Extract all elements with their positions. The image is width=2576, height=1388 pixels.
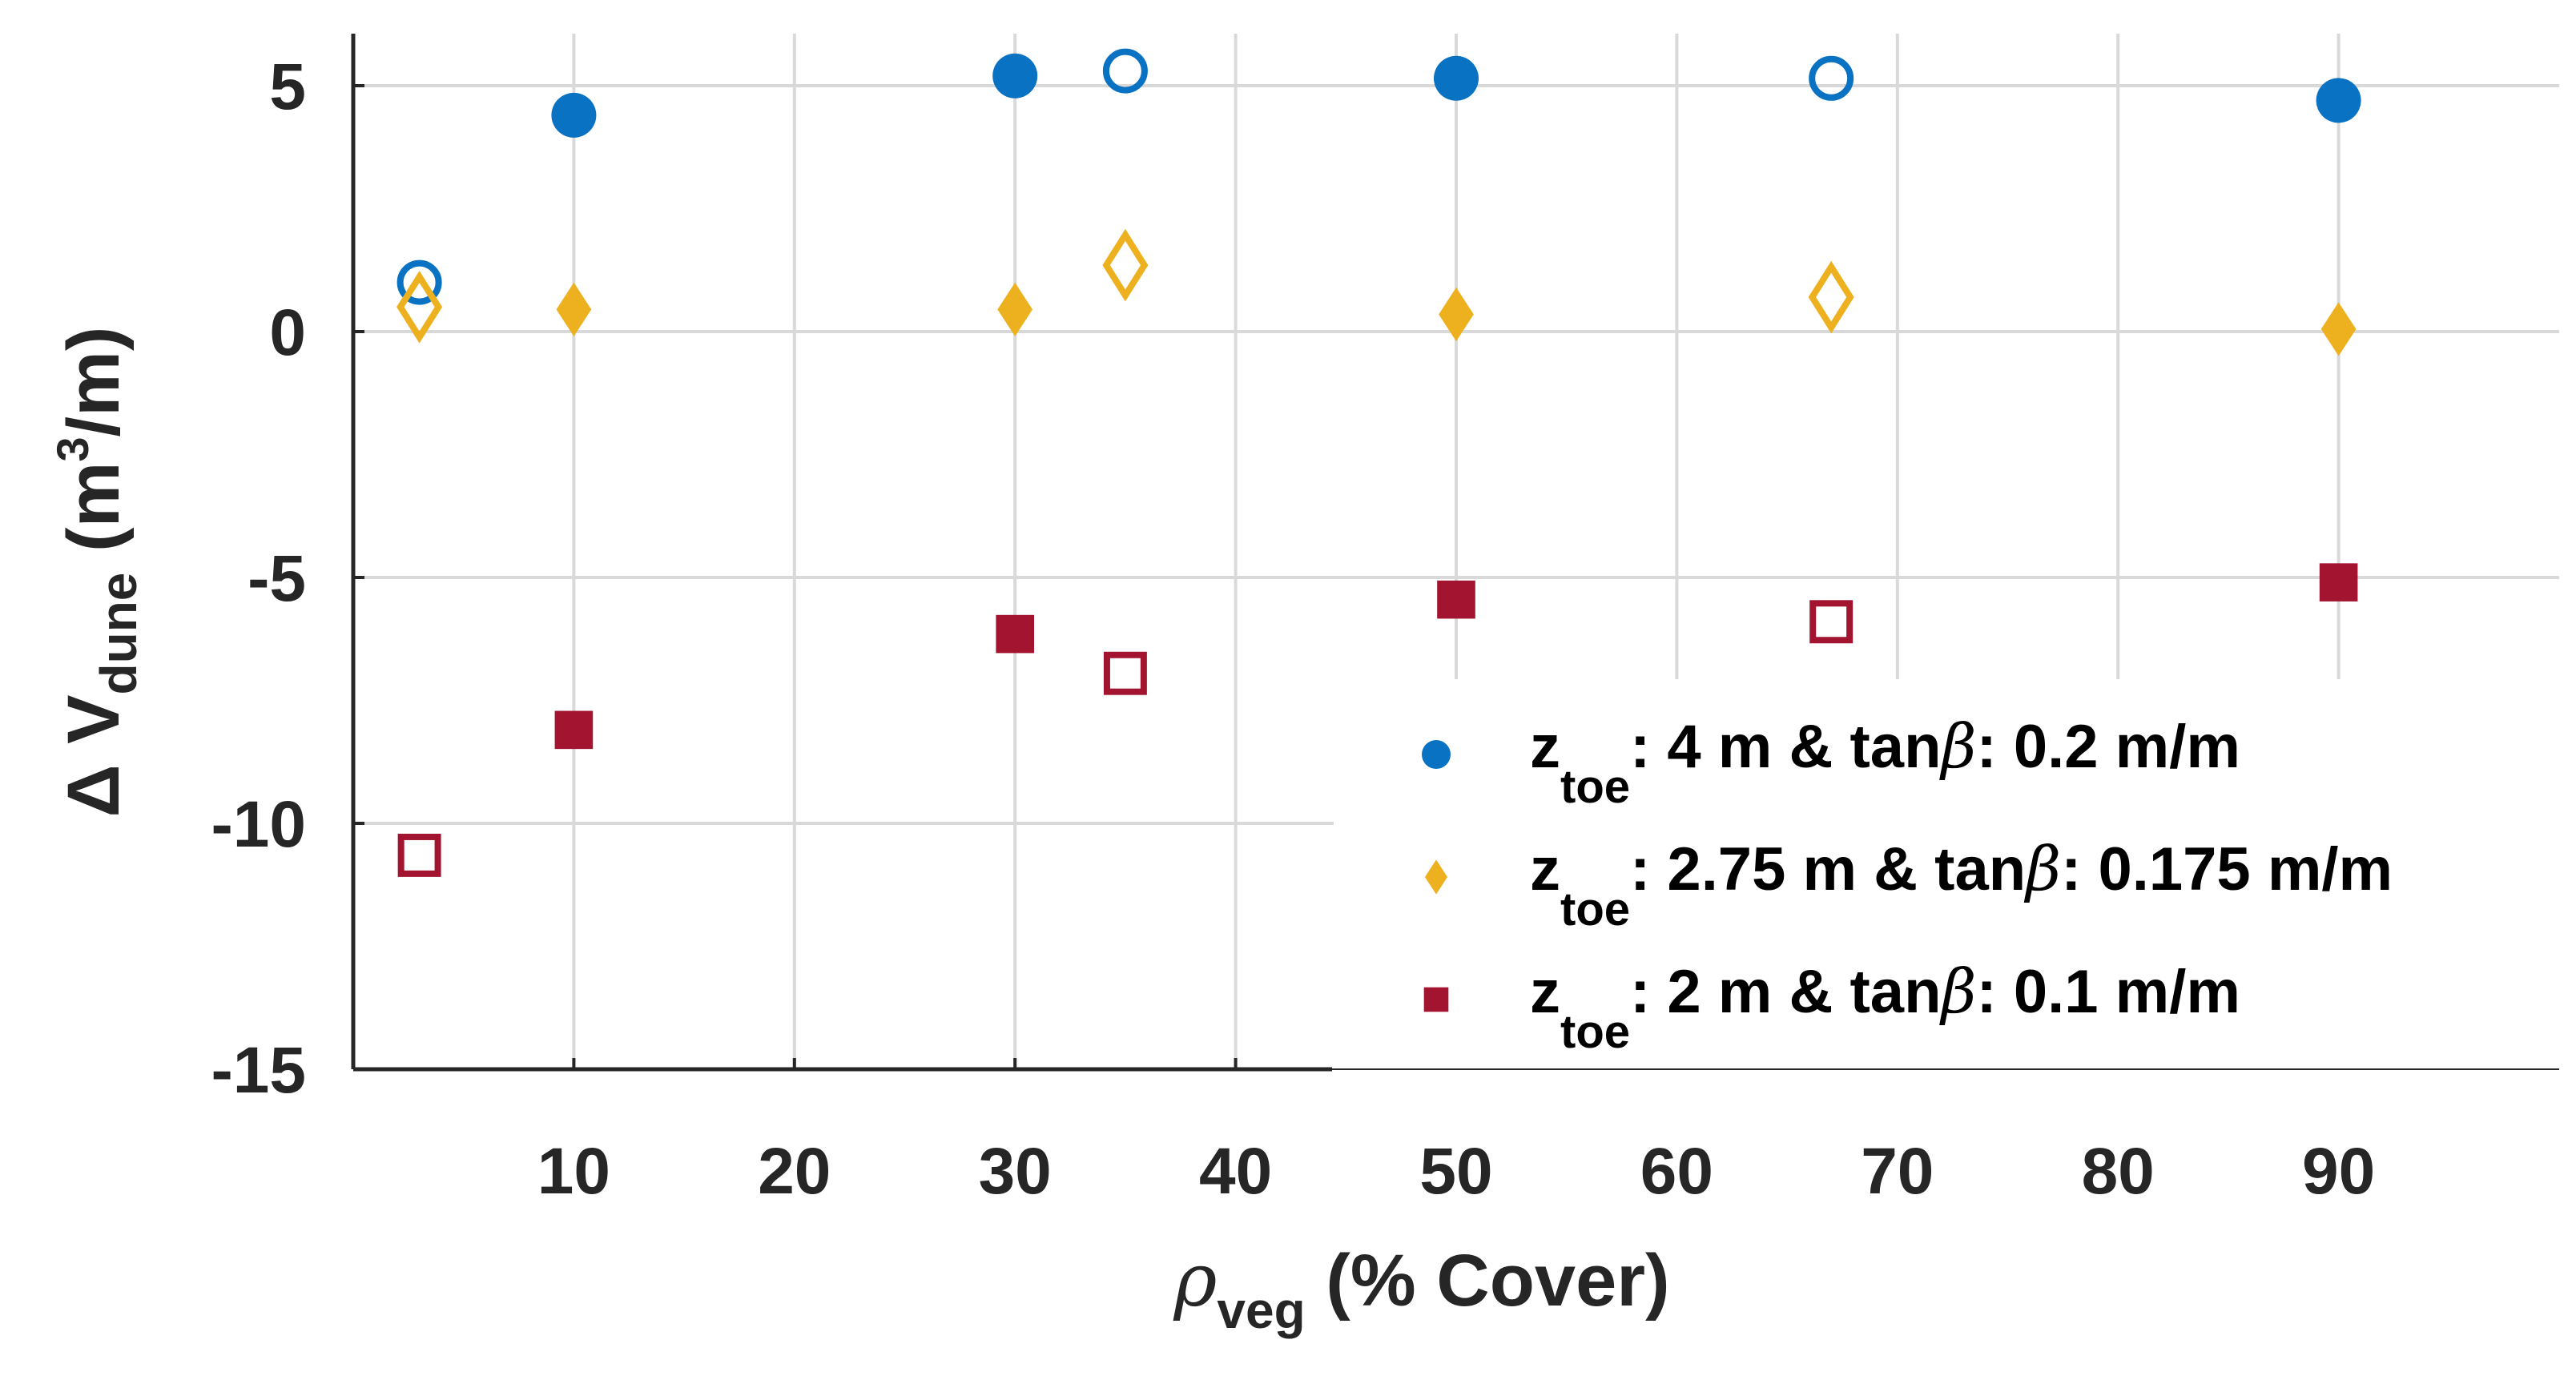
data-point-open xyxy=(396,270,443,344)
data-point-filled xyxy=(992,53,1038,99)
x-tick-label: 80 xyxy=(2082,1135,2155,1208)
x-tick-label: 70 xyxy=(1861,1135,1934,1208)
legend-label: ztoe: 2 m & tanβ: 0.1 m/m xyxy=(1530,956,2240,1058)
y-tick-label: 5 xyxy=(269,50,306,123)
data-point-filled xyxy=(996,614,1034,654)
data-point-filled xyxy=(2316,78,2361,123)
data-points xyxy=(396,48,2361,877)
x-tick-label: 50 xyxy=(1419,1135,1492,1208)
x-tick-label: 90 xyxy=(2302,1135,2375,1208)
y-tick-label: 0 xyxy=(269,296,306,369)
data-point-open xyxy=(397,833,441,877)
data-point-open xyxy=(1102,228,1149,302)
data-point-filled xyxy=(551,92,597,138)
data-point-open xyxy=(396,259,442,305)
legend-label: ztoe: 2.75 m & tanβ: 0.175 m/m xyxy=(1530,833,2393,935)
data-point-filled xyxy=(2320,302,2357,356)
data-point-open xyxy=(1102,48,1148,94)
data-point-filled xyxy=(997,282,1033,336)
data-point-open xyxy=(1808,260,1854,334)
x-tick-label: 60 xyxy=(1640,1135,1713,1208)
data-point-open xyxy=(1103,651,1147,695)
legend-background xyxy=(1334,679,2559,1068)
y-tick-label: -15 xyxy=(211,1034,306,1107)
x-tick-label: 20 xyxy=(758,1135,831,1208)
x-tick-label: 40 xyxy=(1199,1135,1272,1208)
y-tick-label: -5 xyxy=(248,542,306,615)
legend-marker xyxy=(1422,740,1451,769)
data-point-open xyxy=(1809,55,1854,101)
y-axis-title: Δ Vdune (m3/m) xyxy=(47,326,147,817)
x-tick-label: 10 xyxy=(537,1135,610,1208)
legend-label: ztoe: 4 m & tanβ: 0.2 m/m xyxy=(1530,710,2240,813)
legend-marker xyxy=(1423,987,1449,1012)
data-point-filled xyxy=(1434,55,1479,101)
data-point-open xyxy=(1809,600,1854,644)
data-point-filled xyxy=(1439,287,1474,342)
legend: ztoe: 4 m & tanβ: 0.2 m/m ztoe: 2.75 m & … xyxy=(1334,679,2559,1068)
x-tick-label: 30 xyxy=(979,1135,1052,1208)
legend-marker xyxy=(1424,859,1448,895)
data-point-filled xyxy=(554,710,594,750)
data-point-filled xyxy=(1437,580,1475,619)
y-tick-label: -10 xyxy=(211,788,306,861)
data-point-filled xyxy=(2319,563,2358,601)
x-axis-title: ρveg (% Cover) xyxy=(1173,1237,1669,1339)
data-point-filled xyxy=(556,282,592,336)
